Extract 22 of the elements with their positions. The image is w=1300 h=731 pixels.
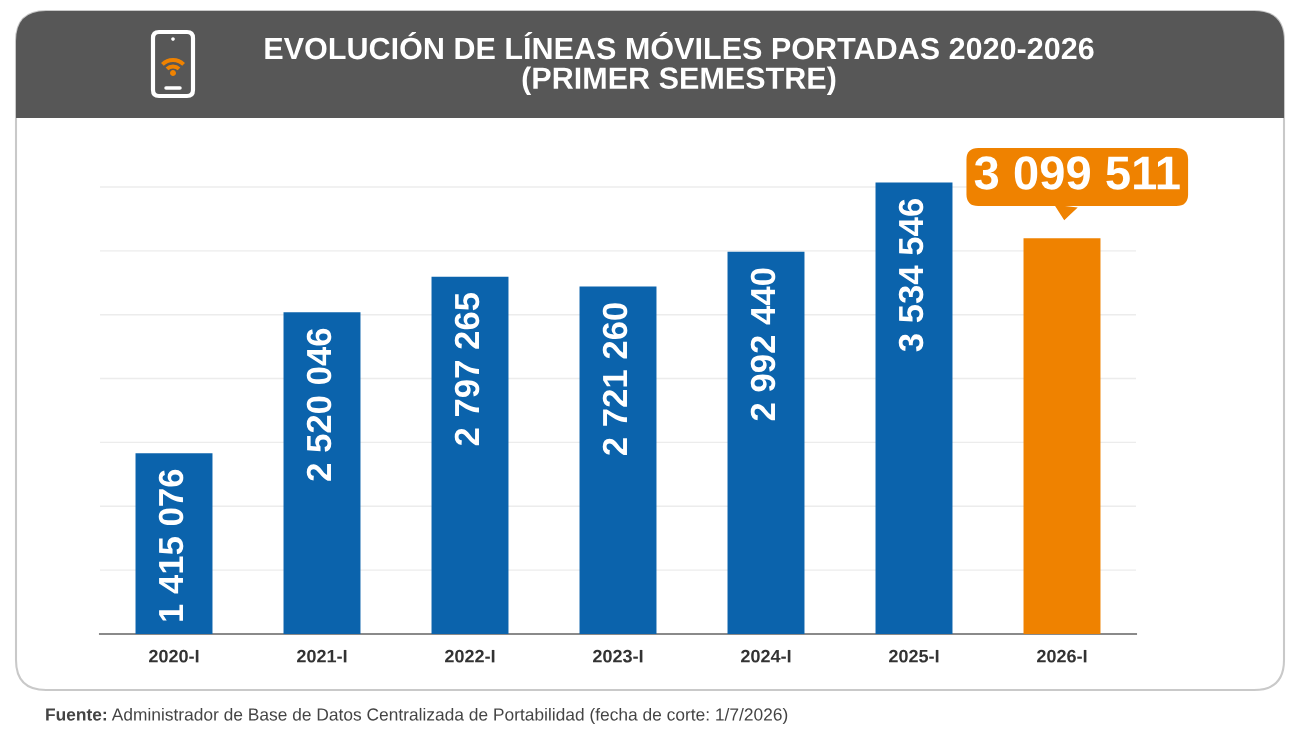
x-tick-label: 2020-I	[149, 649, 199, 663]
data-label: 2 721 260	[602, 303, 628, 455]
bar	[1023, 238, 1101, 634]
data-label: 2 797 265	[454, 292, 480, 446]
data-label: 1 415 076	[158, 469, 184, 621]
data-label: 2 992 440	[750, 268, 776, 421]
x-tick-label: 2024-I	[741, 649, 791, 663]
source-note: Fuente: Administrador de Base de Datos Centralizada de Portabilidad (fecha de corte: 1/7/2026)	[46, 707, 788, 725]
x-tick-label: 2026-I	[1037, 649, 1087, 663]
bar	[875, 182, 953, 634]
bar	[283, 312, 361, 634]
x-tick-label: 2025-I	[889, 649, 939, 663]
x-tick-label: 2021-I	[297, 649, 347, 663]
data-label: 2 520 046	[306, 328, 332, 481]
chart-title: EVOLUCIÓN DE LÍNEAS MÓVILES PORTADAS 2020-2026 (PRIMER SEMESTRE)	[265, 32, 1094, 96]
data-label: 3 534 546	[898, 199, 924, 352]
bar	[431, 276, 509, 634]
x-tick-label: 2022-I	[445, 649, 495, 663]
x-tick-label: 2023-I	[593, 649, 643, 663]
annotation: 3 099 511	[974, 156, 1180, 190]
bar	[727, 251, 805, 634]
bar	[579, 286, 657, 634]
